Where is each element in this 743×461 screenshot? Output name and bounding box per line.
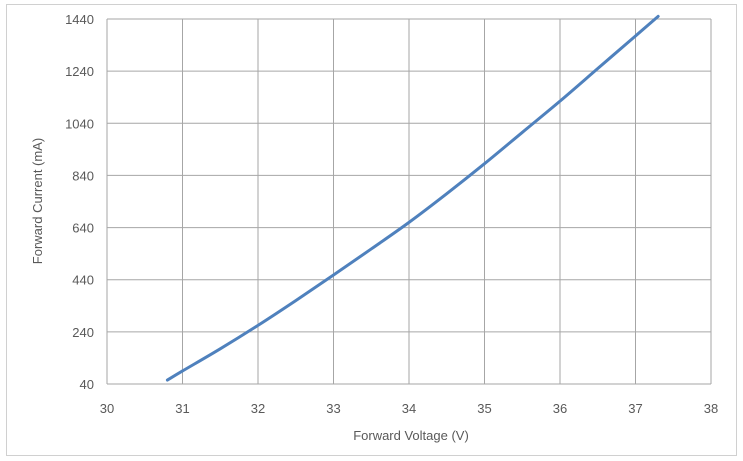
tick-labels: 30 31 32 33 34 35 36 37 38 40 240 440 640 840 1040 1240… bbox=[65, 12, 718, 416]
y-axis-label: Forward Current (mA) bbox=[30, 138, 45, 264]
x-tick-label: 37 bbox=[628, 401, 642, 416]
y-tick-label: 240 bbox=[72, 325, 94, 340]
y-tick-label: 1440 bbox=[65, 12, 94, 27]
y-tick-label: 640 bbox=[72, 221, 94, 236]
y-tick-label: 40 bbox=[80, 377, 94, 392]
x-tick-label: 32 bbox=[251, 401, 265, 416]
y-tick-label: 1240 bbox=[65, 64, 94, 79]
x-tick-label: 31 bbox=[175, 401, 189, 416]
x-tick-label: 34 bbox=[402, 401, 416, 416]
chart-frame bbox=[6, 4, 737, 456]
y-tick-label: 1040 bbox=[65, 116, 94, 131]
x-tick-label: 30 bbox=[100, 401, 114, 416]
y-tick-label: 840 bbox=[72, 168, 94, 183]
x-tick-label: 35 bbox=[477, 401, 491, 416]
x-tick-label: 38 bbox=[704, 401, 718, 416]
y-tick-label: 440 bbox=[72, 273, 94, 288]
x-axis-label: Forward Voltage (V) bbox=[353, 428, 469, 443]
x-tick-label: 36 bbox=[553, 401, 567, 416]
x-tick-label: 33 bbox=[326, 401, 340, 416]
grid-lines bbox=[106, 18, 712, 385]
series-layer bbox=[165, 14, 660, 382]
series-line bbox=[165, 14, 660, 382]
